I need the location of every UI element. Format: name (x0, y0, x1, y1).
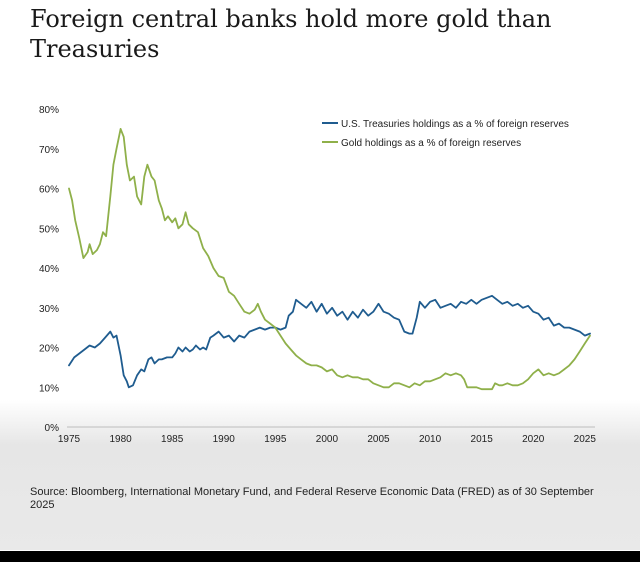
y-tick-label: 30% (39, 304, 59, 315)
x-axis: 1975 1980 1985 1990 1995 2000 2005 2010 2015 2020… (58, 426, 597, 445)
y-tick-label: 60% (39, 185, 59, 196)
x-tick-label: 2000 (316, 434, 339, 445)
bottom-bar (0, 551, 640, 562)
x-tick-label: 1975 (58, 434, 81, 445)
y-tick-label: 20% (39, 344, 59, 355)
line-chart: 0%10%20%30%40%50%60%70%80% 1975 1980 1985 1… (39, 105, 597, 445)
legend: U.S. Treasuries holdings as a % of forei… (322, 119, 569, 149)
x-tick-label: 2020 (522, 434, 545, 445)
x-tick-label: 1990 (213, 434, 236, 445)
x-tick-label: 2025 (574, 434, 597, 445)
x-tick-label: 1980 (109, 434, 132, 445)
x-tick-label: 2010 (419, 434, 442, 445)
x-tick-label: 1985 (161, 434, 184, 445)
y-tick-label: 10% (39, 383, 59, 394)
y-tick-label: 70% (39, 145, 59, 156)
source-note: Source: Bloomberg, International Monetar… (30, 486, 594, 511)
treasuries-series-line (68, 294, 591, 389)
background-band (0, 400, 640, 550)
legend-label: U.S. Treasuries holdings as a % of forei… (341, 119, 569, 130)
x-tick-label: 1995 (264, 434, 287, 445)
series-lines (68, 128, 591, 391)
y-tick-label: 40% (39, 264, 59, 275)
x-tick-label: 2005 (367, 434, 390, 445)
y-tick-label: 80% (39, 105, 59, 116)
y-axis: 0% 10% 20% 30% 40% 50% 60% 70% 80% (39, 105, 59, 434)
y-tick-label: 50% (39, 224, 59, 235)
gold-series-line (68, 128, 591, 391)
page-title: Foreign central banks hold more gold tha… (30, 5, 552, 63)
legend-label: Gold holdings as a % of foreign reserves (341, 138, 521, 149)
y-tick-label: 0% (45, 423, 60, 434)
x-tick-label: 2015 (471, 434, 494, 445)
chart-container: 0% 10% 20% 30% 40% 50% 60% 70% 80% 1975 1980 1985 1… (0, 88, 640, 478)
